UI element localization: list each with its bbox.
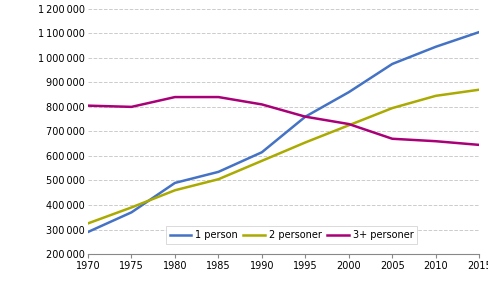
2 personer bbox=[172, 189, 178, 192]
2 personer bbox=[432, 94, 438, 98]
3+ personer bbox=[128, 105, 134, 109]
3+ personer bbox=[432, 140, 438, 143]
2 personer bbox=[345, 124, 351, 127]
2 personer bbox=[128, 206, 134, 209]
Line: 1 person: 1 person bbox=[88, 32, 478, 232]
2 personer bbox=[302, 141, 307, 144]
1 person bbox=[85, 230, 91, 234]
3+ personer bbox=[259, 103, 264, 106]
1 person bbox=[432, 45, 438, 48]
3+ personer bbox=[302, 115, 307, 119]
2 personer bbox=[259, 159, 264, 163]
Legend: 1 person, 2 personer, 3+ personer: 1 person, 2 personer, 3+ personer bbox=[165, 227, 416, 244]
Line: 2 personer: 2 personer bbox=[88, 90, 478, 223]
1 person bbox=[475, 30, 481, 34]
1 person bbox=[172, 181, 178, 185]
3+ personer bbox=[475, 143, 481, 147]
1 person bbox=[302, 115, 307, 119]
3+ personer bbox=[388, 137, 394, 140]
1 person bbox=[345, 91, 351, 94]
Line: 3+ personer: 3+ personer bbox=[88, 97, 478, 145]
2 personer bbox=[85, 222, 91, 225]
3+ personer bbox=[345, 122, 351, 126]
1 person bbox=[128, 211, 134, 214]
3+ personer bbox=[215, 95, 221, 99]
1 person bbox=[388, 62, 394, 66]
2 personer bbox=[475, 88, 481, 91]
1 person bbox=[215, 170, 221, 174]
2 personer bbox=[388, 106, 394, 110]
3+ personer bbox=[85, 104, 91, 107]
2 personer bbox=[215, 178, 221, 181]
1 person bbox=[259, 150, 264, 154]
3+ personer bbox=[172, 95, 178, 99]
